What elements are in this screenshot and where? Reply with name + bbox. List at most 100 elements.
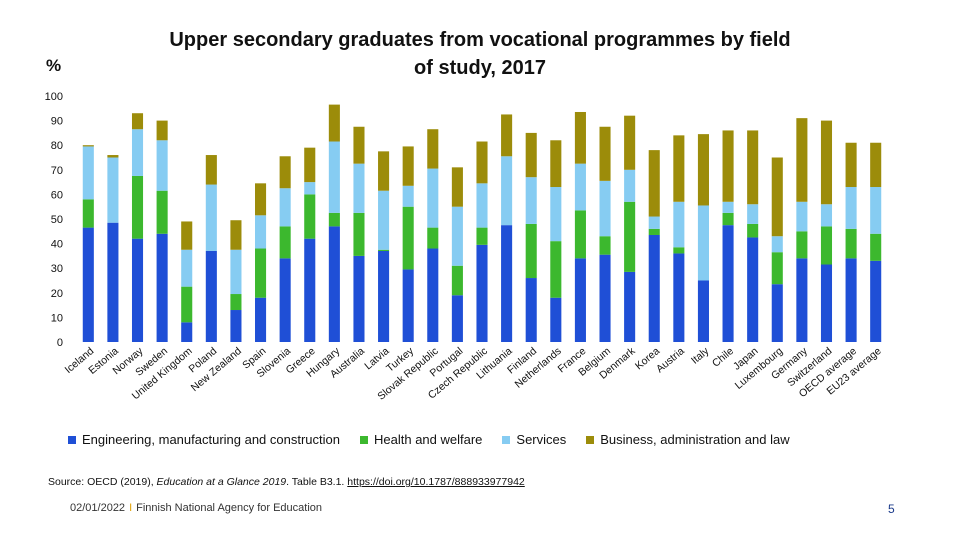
bar-segment [156, 120, 168, 141]
bar-segment [525, 223, 537, 279]
bar-segment [820, 204, 833, 227]
bar-segment [181, 286, 193, 323]
legend-item: Health and welfare [360, 432, 482, 447]
bar-segment [525, 177, 537, 224]
bar-segment [156, 190, 168, 234]
bar-segment [304, 194, 316, 239]
bar-segment [476, 183, 488, 228]
y-tick-label: 100 [45, 91, 63, 103]
bar-segment [427, 227, 439, 249]
bar-segment [279, 258, 291, 342]
y-tick-label: 0 [57, 337, 63, 349]
bar-segment [353, 126, 365, 164]
bar-segment [550, 297, 562, 342]
bar-segment [747, 237, 759, 342]
y-tick-label: 30 [51, 263, 63, 275]
legend-item: Engineering, manufacturing and construct… [68, 432, 340, 447]
bar-segment [181, 322, 193, 342]
legend-item: Services [502, 432, 566, 447]
bar-segment [304, 147, 316, 183]
legend-label: Services [516, 432, 567, 447]
bar-segment [796, 118, 808, 202]
category-label: Austria [654, 345, 687, 375]
bar-segment [599, 254, 611, 342]
bar-segment [673, 247, 685, 254]
bar-segment [82, 227, 94, 342]
bar-segment [525, 278, 537, 342]
y-tick-label: 90 [51, 116, 63, 128]
bar-segment [353, 212, 365, 256]
bar-segment [304, 182, 316, 195]
bar-segment [624, 201, 636, 272]
bar-segment [697, 280, 709, 342]
stacked-bar-chart: 0102030405060708090100IcelandEstoniaNorw… [45, 91, 884, 403]
bar-segment [673, 135, 685, 202]
bar-segment [870, 187, 882, 234]
bar-segment [328, 104, 340, 142]
bar-segment [501, 114, 513, 157]
page-number: 5 [888, 502, 895, 516]
legend-label: Engineering, manufacturing and construct… [82, 432, 340, 447]
bar-segment [328, 212, 340, 227]
bar-segment [476, 244, 488, 342]
bar-segment [427, 168, 439, 228]
bar-segment [599, 126, 611, 181]
bar-segment [279, 156, 291, 189]
bar-segment [796, 258, 808, 342]
bar-segment [402, 206, 414, 270]
bar-segment [599, 236, 611, 255]
bar-segment [673, 201, 685, 248]
y-tick-label: 50 [51, 214, 63, 226]
chart-legend: Engineering, manufacturing and construct… [68, 432, 790, 447]
bar-segment [796, 231, 808, 259]
bar-segment [550, 187, 562, 242]
bar-segment [574, 163, 586, 211]
y-tick-label: 20 [51, 288, 63, 300]
bar-segment [820, 120, 833, 205]
legend-item: Business, administration and law [586, 432, 790, 447]
footer-date: 02/01/2022 [70, 502, 126, 514]
bar-segment [648, 216, 660, 229]
bar-segment [328, 141, 340, 213]
bar-segment [820, 264, 833, 342]
source-prefix: Source: OECD (2019), [48, 476, 157, 488]
y-tick-label: 60 [51, 189, 63, 201]
bar-segment [353, 163, 365, 213]
bar-segment [624, 271, 636, 342]
bar-segment [230, 220, 242, 250]
bar-segment [771, 157, 783, 237]
bar-segment [230, 249, 242, 295]
bar-segment [156, 233, 168, 342]
bar-segment [181, 221, 193, 250]
source-link[interactable]: https://doi.org/10.1787/888933977942 [347, 476, 525, 488]
bar-segment [845, 142, 857, 188]
legend-swatch [360, 435, 368, 444]
bar-segment [648, 228, 660, 235]
bar-segment [771, 284, 783, 342]
source-suffix: . Table B3.1. [286, 476, 348, 488]
y-axis-unit: % [46, 56, 62, 75]
source-publication: Education at a Glance 2019 [156, 476, 287, 488]
bar-segment [722, 225, 734, 342]
bar-segment [205, 184, 217, 251]
bar-segment [747, 223, 759, 238]
bar-segment [747, 204, 759, 224]
footer-separator: I [129, 502, 133, 514]
bar-segment [427, 129, 439, 169]
bar-segment [82, 199, 94, 228]
bar-segment [451, 265, 463, 296]
footer-organization: Finnish National Agency for Education [136, 502, 323, 514]
bar-segment [624, 169, 636, 202]
legend-label: Health and welfare [374, 432, 483, 447]
bar-segment [501, 225, 513, 342]
bar-segment [131, 238, 144, 342]
bar-segment [820, 226, 833, 265]
bar-segment [230, 294, 242, 311]
bar-segment [353, 255, 365, 342]
bar-segment [402, 185, 414, 207]
legend-swatch [68, 435, 76, 444]
bar-segment [427, 248, 439, 342]
bar-segment [82, 146, 94, 200]
legend-label: Business, administration and law [600, 432, 790, 447]
bar-segment [255, 248, 267, 298]
